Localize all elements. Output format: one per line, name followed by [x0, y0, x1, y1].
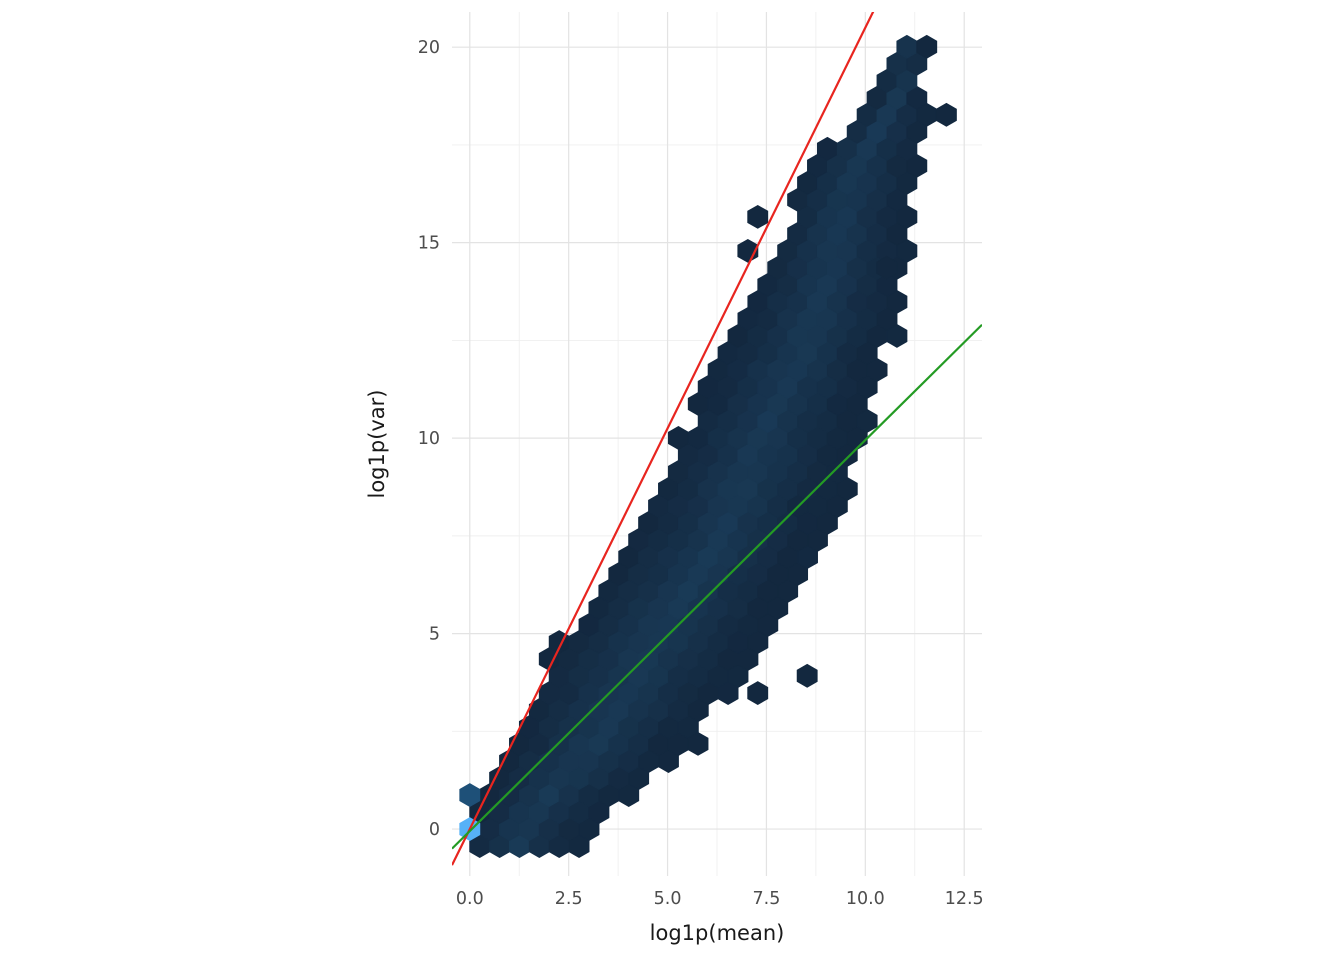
- y-axis-title: log1p(var): [365, 389, 389, 498]
- x-tick-label: 7.5: [753, 889, 781, 909]
- hex-bin: [747, 204, 769, 229]
- hex-bin: [667, 426, 689, 450]
- hex-bin: [935, 102, 957, 127]
- hex-bin: [796, 663, 818, 688]
- y-axis-tick-labels: 0 5 10 15 20: [418, 38, 440, 840]
- y-tick-label: 15: [418, 234, 440, 254]
- y-tick-label: 5: [429, 625, 440, 645]
- hex-bin: [459, 783, 481, 807]
- x-axis-title: log1p(mean): [650, 921, 785, 945]
- identity-reference-line: [452, 323, 982, 850]
- x-tick-label: 12.5: [945, 889, 984, 909]
- y-tick-label: 0: [429, 820, 440, 840]
- x-tick-label: 0.0: [456, 889, 484, 909]
- hexbin-layer: [459, 34, 957, 859]
- hex-bin: [687, 731, 709, 756]
- x-tick-label: 5.0: [654, 889, 682, 909]
- hex-bin: [816, 136, 838, 161]
- reference-lines-layer: [452, 12, 982, 866]
- x-axis-tick-labels: 0.0 2.5 5.0 7.5 10.0 12.5: [456, 889, 984, 909]
- x-tick-label: 2.5: [555, 889, 583, 909]
- y-tick-label: 10: [418, 429, 440, 449]
- quadratic-reference-line: [452, 12, 875, 866]
- hex-bin: [747, 681, 769, 705]
- x-tick-label: 10.0: [846, 889, 885, 909]
- hex-bin: [896, 34, 918, 59]
- hex-bin: [876, 255, 898, 280]
- hex-bin: [916, 34, 938, 59]
- y-tick-label: 20: [418, 38, 440, 58]
